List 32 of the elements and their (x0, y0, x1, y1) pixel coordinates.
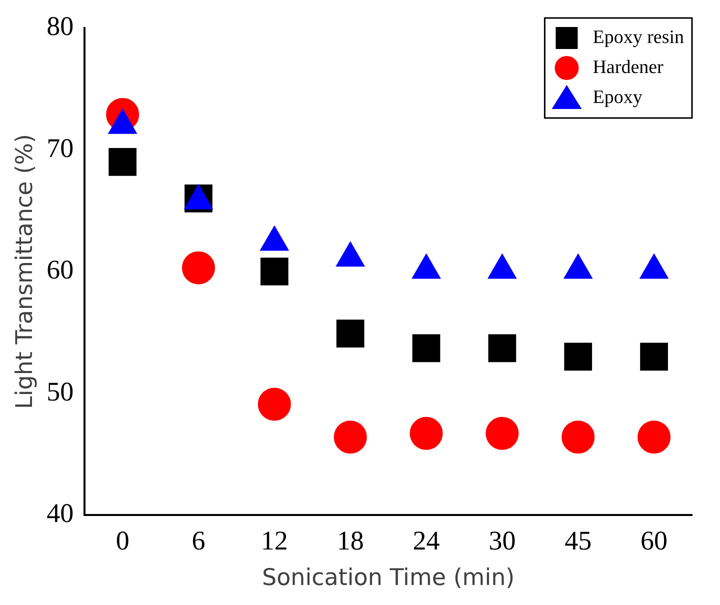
point (488, 334, 516, 362)
x-axis-title: Sonication Time (min) (262, 565, 515, 592)
x-tick-label: 12 (260, 525, 288, 556)
point (258, 388, 291, 421)
point (334, 420, 367, 454)
x-tick-label: 30 (488, 525, 516, 556)
point (562, 420, 595, 454)
legend-label: Epoxy (592, 86, 643, 108)
x-tick-label: 60 (640, 525, 668, 556)
y-tick-label: 60 (46, 254, 74, 285)
y-tick-label: 70 (46, 132, 74, 163)
x-tick-label: 0 (116, 525, 130, 556)
y-tick-label: 40 (46, 498, 74, 528)
point (260, 258, 288, 286)
x-tick-label: 6 (192, 525, 206, 556)
point (182, 251, 215, 284)
point (638, 420, 671, 454)
point (486, 416, 519, 450)
legend-label: Hardener (592, 56, 664, 78)
x-tick-label: 24 (412, 525, 440, 556)
point (336, 320, 364, 348)
y-tick-label: 50 (46, 376, 74, 406)
x-tick-label: 45 (564, 525, 592, 556)
point (410, 416, 443, 450)
legend-label: Epoxy resin (592, 26, 684, 48)
y-tick-label: 80 (46, 11, 74, 42)
y-axis-title: Light Transmittance (%) (12, 134, 38, 409)
x-tick-label: 18 (336, 525, 364, 556)
point (412, 334, 440, 362)
point (640, 342, 668, 371)
point (108, 148, 136, 176)
point (564, 342, 592, 371)
